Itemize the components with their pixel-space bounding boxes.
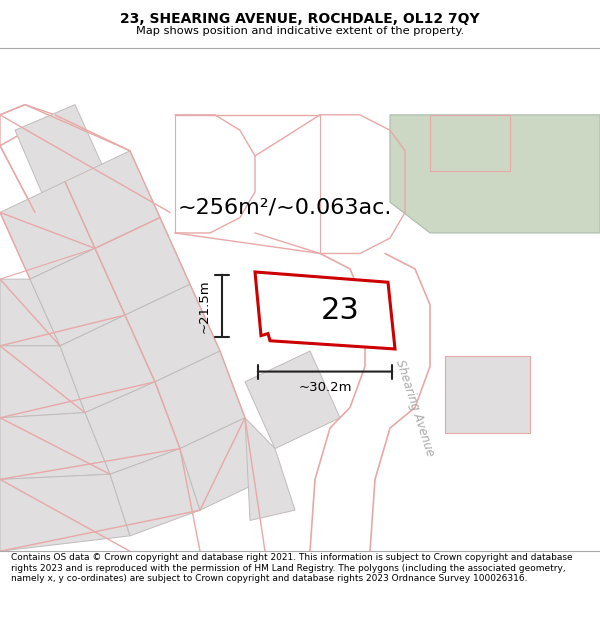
- Polygon shape: [0, 474, 130, 551]
- Polygon shape: [390, 115, 600, 233]
- Polygon shape: [110, 449, 200, 536]
- Polygon shape: [0, 346, 85, 418]
- Polygon shape: [0, 279, 60, 346]
- Polygon shape: [0, 115, 90, 212]
- Polygon shape: [125, 284, 220, 382]
- Text: Map shows position and indicative extent of the property.: Map shows position and indicative extent…: [136, 26, 464, 36]
- Polygon shape: [445, 356, 530, 433]
- Polygon shape: [0, 182, 95, 279]
- Polygon shape: [155, 351, 245, 449]
- Polygon shape: [245, 351, 340, 449]
- Polygon shape: [95, 217, 190, 315]
- Polygon shape: [0, 412, 110, 479]
- Text: Contains OS data © Crown copyright and database right 2021. This information is : Contains OS data © Crown copyright and d…: [11, 554, 572, 583]
- Polygon shape: [430, 115, 510, 171]
- Polygon shape: [15, 104, 105, 200]
- Text: ~21.5m: ~21.5m: [197, 279, 211, 332]
- Text: ~30.2m: ~30.2m: [298, 381, 352, 394]
- Polygon shape: [245, 418, 295, 521]
- Polygon shape: [85, 382, 180, 474]
- Text: ~256m²/~0.063ac.: ~256m²/~0.063ac.: [178, 198, 392, 217]
- Polygon shape: [180, 418, 265, 510]
- Polygon shape: [30, 248, 125, 346]
- Polygon shape: [60, 315, 155, 412]
- Text: 23: 23: [320, 296, 359, 325]
- Polygon shape: [255, 272, 395, 349]
- Polygon shape: [0, 104, 55, 146]
- Polygon shape: [65, 151, 160, 248]
- Text: 23, SHEARING AVENUE, ROCHDALE, OL12 7QY: 23, SHEARING AVENUE, ROCHDALE, OL12 7QY: [120, 12, 480, 26]
- Text: Shearing Avenue: Shearing Avenue: [393, 357, 437, 457]
